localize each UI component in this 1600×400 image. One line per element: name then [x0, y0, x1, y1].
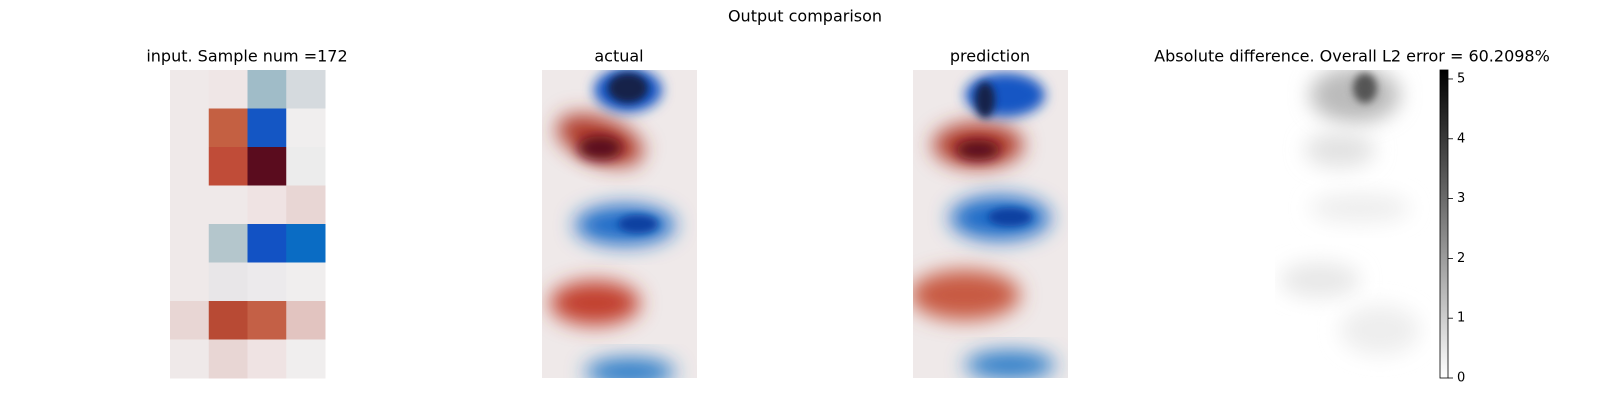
input-cell	[208, 70, 248, 109]
vortex	[956, 140, 1000, 160]
input-cell	[247, 147, 287, 186]
colorbar-tick-label: 5	[1457, 71, 1465, 86]
error-blob	[1340, 305, 1420, 355]
difference-image	[1275, 70, 1431, 378]
input-cell	[286, 108, 326, 148]
input-cell	[208, 301, 248, 340]
input-cell	[286, 70, 326, 109]
error-blob	[1310, 193, 1410, 223]
input-cell	[170, 224, 210, 263]
panel-title: actual	[594, 47, 643, 66]
input-cell	[286, 147, 326, 186]
input-cell	[208, 147, 248, 186]
input-cell	[286, 301, 326, 340]
input-cell	[286, 185, 326, 225]
panel-title: Absolute difference. Overall L2 error = …	[1154, 47, 1550, 66]
input-cell	[170, 301, 210, 340]
vortex	[988, 208, 1032, 226]
input-cell	[170, 147, 210, 186]
input-cell	[247, 339, 287, 379]
input-cell	[286, 224, 326, 263]
input-cell	[208, 108, 248, 148]
colorbar-tick-label: 1	[1457, 311, 1465, 326]
error-blob	[1280, 262, 1360, 298]
vortex	[608, 73, 648, 103]
input-cell	[247, 70, 287, 109]
prediction-image	[913, 70, 1068, 378]
input-cell	[170, 108, 210, 148]
colorbar-tick-label: 4	[1457, 131, 1465, 146]
panel-title: input. Sample num =172	[146, 47, 347, 66]
vortex	[550, 281, 640, 325]
error-blob	[1305, 132, 1375, 168]
vortex	[578, 136, 622, 160]
input-cell	[208, 262, 248, 302]
input-image	[170, 70, 326, 379]
colorbar-tick-label: 0	[1457, 371, 1465, 386]
input-cell	[170, 70, 210, 109]
vortex	[618, 215, 658, 233]
input-cell	[208, 185, 248, 225]
vortex	[913, 270, 1020, 320]
vortex	[585, 358, 675, 378]
input-cell	[286, 339, 326, 379]
input-cell	[170, 262, 210, 302]
input-cell	[170, 339, 210, 379]
colorbar	[1439, 69, 1449, 379]
input-cell	[208, 224, 248, 263]
input-cell	[247, 262, 287, 302]
input-cell	[286, 262, 326, 302]
input-cell	[247, 224, 287, 263]
input-cell	[170, 185, 210, 225]
vortex	[975, 82, 995, 118]
actual-image	[542, 70, 697, 378]
error-blob	[1353, 73, 1377, 103]
vortex	[965, 351, 1055, 378]
input-cell	[247, 185, 287, 225]
input-cell	[247, 108, 287, 148]
colorbar-tick-label: 3	[1457, 191, 1465, 206]
figure-title: Output comparison	[728, 7, 882, 26]
input-cell	[247, 301, 287, 340]
error-blob	[1310, 70, 1400, 123]
colorbar-tick-label: 2	[1457, 251, 1465, 266]
input-cell	[208, 339, 248, 379]
panel-title: prediction	[950, 47, 1030, 66]
